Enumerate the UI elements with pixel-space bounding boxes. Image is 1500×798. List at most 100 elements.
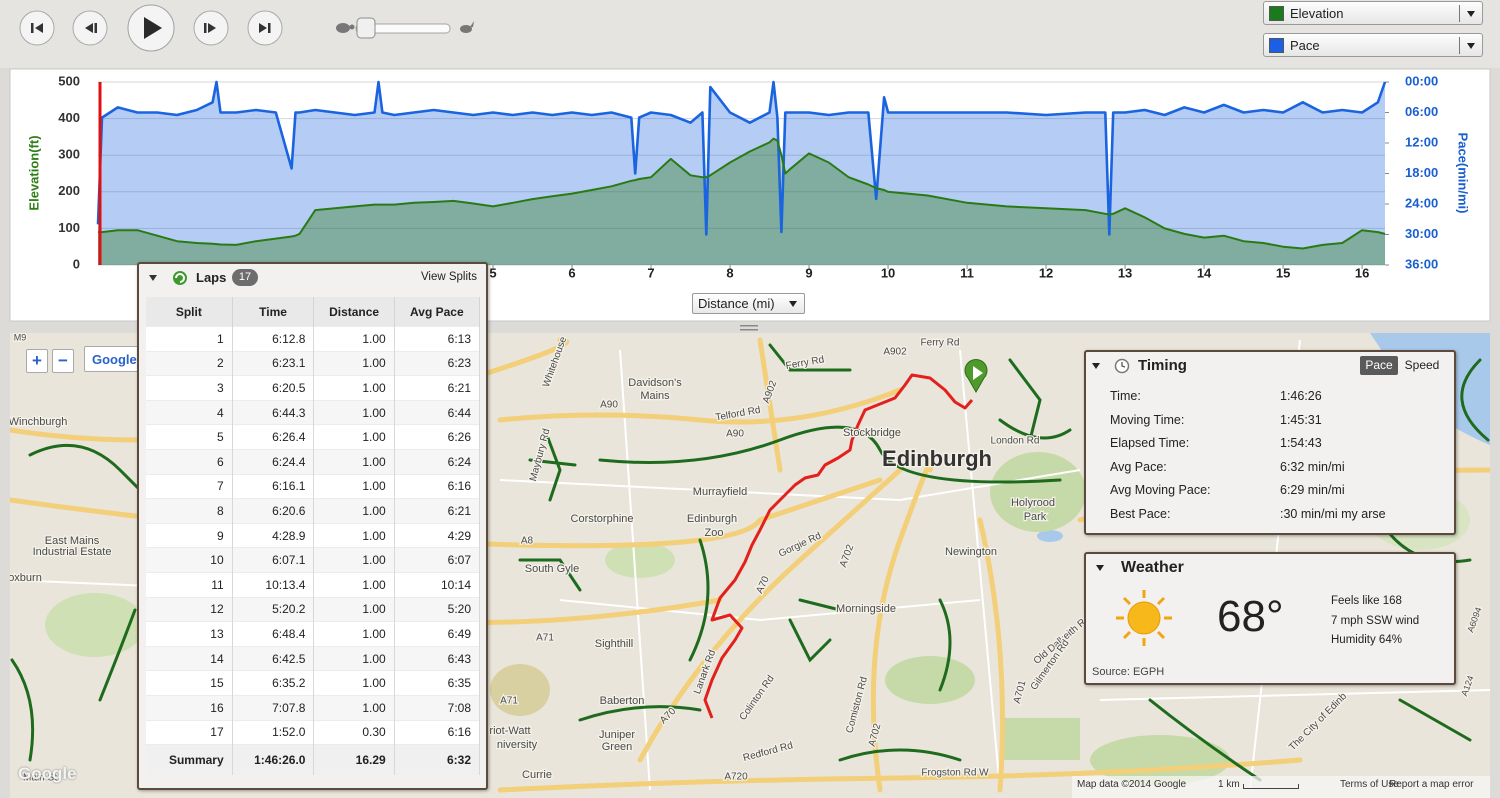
lap-cell: 8 bbox=[146, 498, 233, 524]
report-link[interactable]: Report a map error bbox=[1389, 779, 1474, 790]
lap-cell: 6:24.4 bbox=[232, 448, 315, 475]
summary-cell: 1:46:26.0 bbox=[232, 744, 315, 776]
step-back-button[interactable] bbox=[72, 10, 108, 46]
view-splits-link[interactable]: View Splits bbox=[420, 271, 477, 283]
splitter-grip[interactable] bbox=[740, 325, 758, 327]
icon-hands bbox=[1121, 362, 1126, 368]
park bbox=[605, 542, 675, 578]
zoom-in-button[interactable]: + bbox=[26, 349, 48, 373]
button-icon bbox=[35, 23, 43, 33]
lap-cell: 6 bbox=[146, 448, 233, 475]
turtle-icon bbox=[336, 23, 350, 33]
x-tick-label: 15 bbox=[1276, 265, 1290, 280]
lap-row: 8 6:20.6 1.00 6:21 bbox=[146, 498, 481, 524]
mode-toggle[interactable]: Speed bbox=[1404, 358, 1440, 372]
road bbox=[637, 467, 903, 763]
layer-dropdown[interactable]: Elevation bbox=[1263, 1, 1483, 25]
lap-cell: 13 bbox=[146, 621, 233, 647]
x-axis-dropdown[interactable]: Distance (mi) bbox=[692, 293, 805, 314]
lap-cell: 1.00 bbox=[313, 399, 395, 425]
y-tick-label: 400 bbox=[58, 110, 80, 125]
lap-cell: 16 bbox=[146, 694, 233, 720]
timing-label: Moving Time: bbox=[1110, 412, 1185, 427]
column-header: Avg Pace bbox=[394, 297, 481, 327]
y-axis-title: Elevation(ft) bbox=[26, 135, 41, 210]
path bbox=[518, 558, 582, 592]
table-body: 1 6:12.8 1.00 6:13 2 6:23.1 1.00 6:23 3 6:20.5 1.0… bbox=[146, 326, 481, 776]
lap-row: 13 6:48.4 1.00 6:49 bbox=[146, 621, 481, 647]
lap-cell: 6:16 bbox=[394, 719, 481, 745]
map-label: Green bbox=[602, 741, 633, 753]
lap-cell: 11 bbox=[146, 571, 233, 598]
lap-cell: 6:26.4 bbox=[232, 424, 315, 450]
lap-cell: 4:28.9 bbox=[232, 522, 315, 548]
slider-thumb[interactable] bbox=[356, 17, 376, 39]
weather-source: Source: EGPH bbox=[1092, 666, 1165, 678]
lap-cell: 1.00 bbox=[313, 694, 395, 720]
rabbit-icon bbox=[460, 25, 472, 33]
weather-detail: Humidity 64% bbox=[1331, 634, 1402, 646]
map-label: Davidson's bbox=[628, 377, 682, 389]
x-tick-label: 7 bbox=[647, 265, 654, 280]
map-attribution: Map data ©2014 Google bbox=[1077, 779, 1187, 790]
path bbox=[838, 748, 962, 762]
layer-dropdown[interactable]: Pace bbox=[1263, 33, 1483, 57]
path bbox=[98, 608, 137, 702]
y-tick-label: 300 bbox=[58, 147, 80, 162]
speed-slider[interactable] bbox=[336, 17, 474, 39]
map-label: A71 bbox=[536, 633, 554, 644]
skip-end-button[interactable] bbox=[247, 10, 283, 46]
road bbox=[1099, 689, 1490, 701]
path bbox=[528, 428, 577, 502]
map-label: Frogston Rd W bbox=[921, 768, 989, 779]
dropdown-label: Elevation bbox=[1290, 6, 1344, 21]
road bbox=[497, 387, 903, 425]
lap-cell: 6:49 bbox=[394, 621, 481, 647]
lap-cell: 1.00 bbox=[313, 498, 395, 524]
collapse-arrow[interactable] bbox=[149, 275, 157, 281]
collapse-arrow[interactable] bbox=[1092, 363, 1100, 369]
splitter-grip[interactable] bbox=[740, 329, 758, 331]
map-type-button[interactable]: Google bbox=[84, 346, 144, 372]
map-label: Currie bbox=[522, 769, 552, 781]
step-forward-button[interactable] bbox=[193, 10, 229, 46]
lap-cell: 6:07 bbox=[394, 547, 481, 573]
timing-label: Elapsed Time: bbox=[1110, 436, 1190, 451]
marker-icon bbox=[973, 366, 983, 380]
map-label: Main St bbox=[23, 773, 57, 784]
path bbox=[938, 598, 952, 692]
map-label: East Mains bbox=[45, 535, 100, 547]
lap-cell: 6:23.1 bbox=[232, 350, 315, 376]
park bbox=[45, 593, 145, 657]
timing-label: Avg Moving Pace: bbox=[1110, 483, 1211, 498]
summary-cell: 16.29 bbox=[313, 744, 395, 776]
mode-toggle[interactable]: Pace bbox=[1360, 356, 1398, 375]
y-tick-label: 500 bbox=[58, 73, 80, 88]
zoom-out-button[interactable]: − bbox=[52, 349, 74, 373]
timing-value: 1:45:31 bbox=[1280, 412, 1322, 427]
play-button[interactable] bbox=[127, 4, 175, 52]
map-label: Ferry Rd bbox=[921, 338, 960, 349]
lap-cell: 9 bbox=[146, 522, 233, 548]
lap-row: 7 6:16.1 1.00 6:16 bbox=[146, 473, 481, 499]
timing-label: Avg Pace: bbox=[1110, 459, 1167, 474]
laps-title: Laps bbox=[196, 270, 227, 285]
lap-row: 3 6:20.5 1.00 6:21 bbox=[146, 375, 481, 401]
lap-cell: 6:24 bbox=[394, 448, 481, 475]
summary-cell: 6:32 bbox=[394, 744, 481, 776]
timing-title: Timing bbox=[1138, 357, 1187, 374]
laps-icon bbox=[173, 271, 187, 285]
lap-cell: 6:20.5 bbox=[232, 375, 315, 401]
x-tick-label: 11 bbox=[960, 265, 974, 280]
lap-cell: 4:29 bbox=[394, 522, 481, 548]
map-label: A71 bbox=[500, 696, 518, 707]
lap-cell: 4 bbox=[146, 399, 233, 425]
x-tick-label: 5 bbox=[489, 265, 496, 280]
temperature: 68° bbox=[1217, 592, 1284, 641]
collapse-arrow[interactable] bbox=[1096, 565, 1104, 571]
lap-cell: 5 bbox=[146, 424, 233, 450]
map-label: South Gyle bbox=[525, 563, 579, 575]
terms-link[interactable]: Terms of Use bbox=[1340, 779, 1399, 790]
road bbox=[757, 337, 783, 473]
skip-start-button[interactable] bbox=[19, 10, 55, 46]
